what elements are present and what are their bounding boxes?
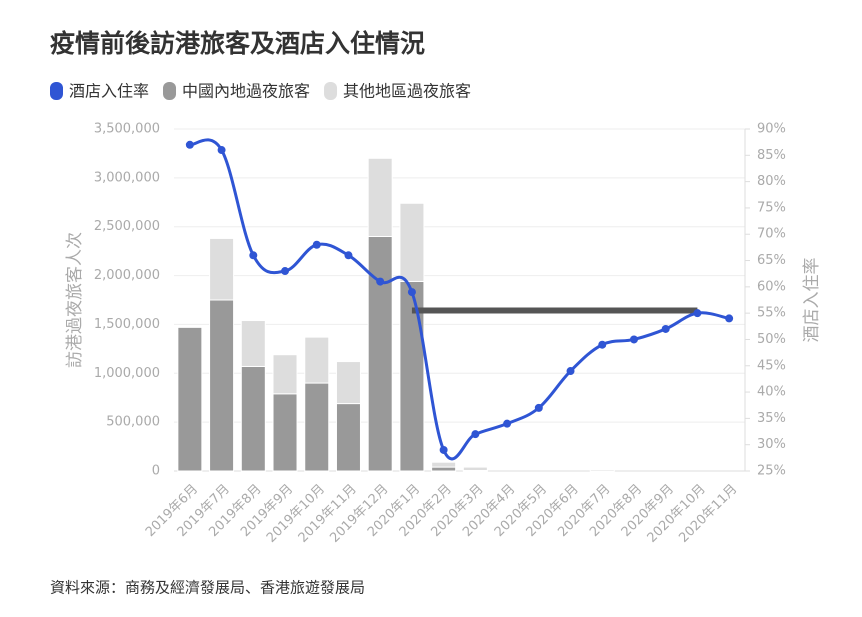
bar — [335, 403, 361, 472]
legend-icon — [324, 82, 338, 100]
point — [249, 251, 258, 260]
y-tick-label: 500,000 — [106, 415, 160, 430]
bar — [431, 466, 457, 472]
source: 資料來源：商務及經濟發展局、香港旅遊發展局 — [50, 579, 365, 597]
legend-icon — [50, 82, 63, 100]
legend-label: 酒店入住率 — [69, 82, 149, 101]
y-tick-label: 1,000,000 — [94, 366, 160, 381]
y2-tick-label: 40% — [757, 385, 786, 400]
chart-title: 疫情前後訪港旅客及酒店入住情況 — [50, 29, 425, 58]
y2-tick-label: 30% — [757, 437, 786, 452]
y2-tick-label: 80% — [757, 174, 786, 189]
bar — [272, 393, 298, 472]
bar — [304, 336, 330, 384]
y-tick-label: 3,000,000 — [94, 170, 160, 185]
point — [217, 146, 226, 155]
bar — [589, 469, 615, 472]
y2-tick-label: 25% — [757, 464, 786, 479]
y-tick-label: 3,500,000 — [94, 122, 160, 137]
point — [281, 267, 290, 276]
y2-tick-label: 55% — [757, 306, 786, 321]
bar — [304, 382, 330, 472]
point — [534, 403, 543, 412]
point — [376, 277, 385, 286]
bar — [431, 461, 457, 468]
bar — [367, 157, 393, 237]
y2-tick-label: 85% — [757, 148, 786, 163]
bar — [240, 365, 266, 472]
point — [661, 324, 670, 333]
point — [725, 314, 734, 323]
y2-tick-label: 90% — [757, 122, 786, 137]
bar — [209, 299, 235, 472]
point — [566, 367, 575, 376]
y2-tick-label: 60% — [757, 279, 786, 294]
legend-label: 中國內地過夜旅客 — [182, 82, 310, 101]
y2-tick-label: 70% — [757, 227, 786, 242]
point — [598, 340, 607, 349]
bar — [462, 466, 488, 472]
bar — [335, 361, 361, 405]
line — [189, 138, 730, 461]
point — [185, 140, 194, 149]
y2-tick-label: 45% — [757, 358, 786, 373]
y2-tick-label: 35% — [757, 411, 786, 426]
y-tick-label: 2,000,000 — [94, 268, 160, 283]
y-tick-label: 2,500,000 — [94, 219, 160, 234]
y2-tick-label: 75% — [757, 200, 786, 215]
y-tick-label: 1,500,000 — [94, 317, 160, 332]
point — [693, 309, 702, 318]
legend-label: 其他地區過夜旅客 — [343, 82, 471, 101]
bar — [399, 202, 425, 282]
bar — [272, 354, 298, 395]
point — [439, 445, 448, 454]
point — [344, 251, 353, 260]
bar — [240, 320, 266, 367]
bar — [367, 235, 393, 472]
y-tick-label: 0 — [152, 464, 160, 479]
y-axis-title: 訪港過夜旅客人次 — [65, 232, 85, 368]
point — [312, 240, 321, 249]
legend-icon — [163, 82, 177, 100]
bar — [209, 237, 235, 301]
y2-tick-label: 50% — [757, 332, 786, 347]
y2-axis-title: 酒店入住率 — [802, 258, 822, 343]
point — [503, 419, 512, 428]
y2-tick-label: 65% — [757, 253, 786, 268]
bar — [177, 326, 203, 472]
point — [629, 335, 638, 344]
point — [407, 288, 416, 297]
point — [471, 430, 480, 439]
